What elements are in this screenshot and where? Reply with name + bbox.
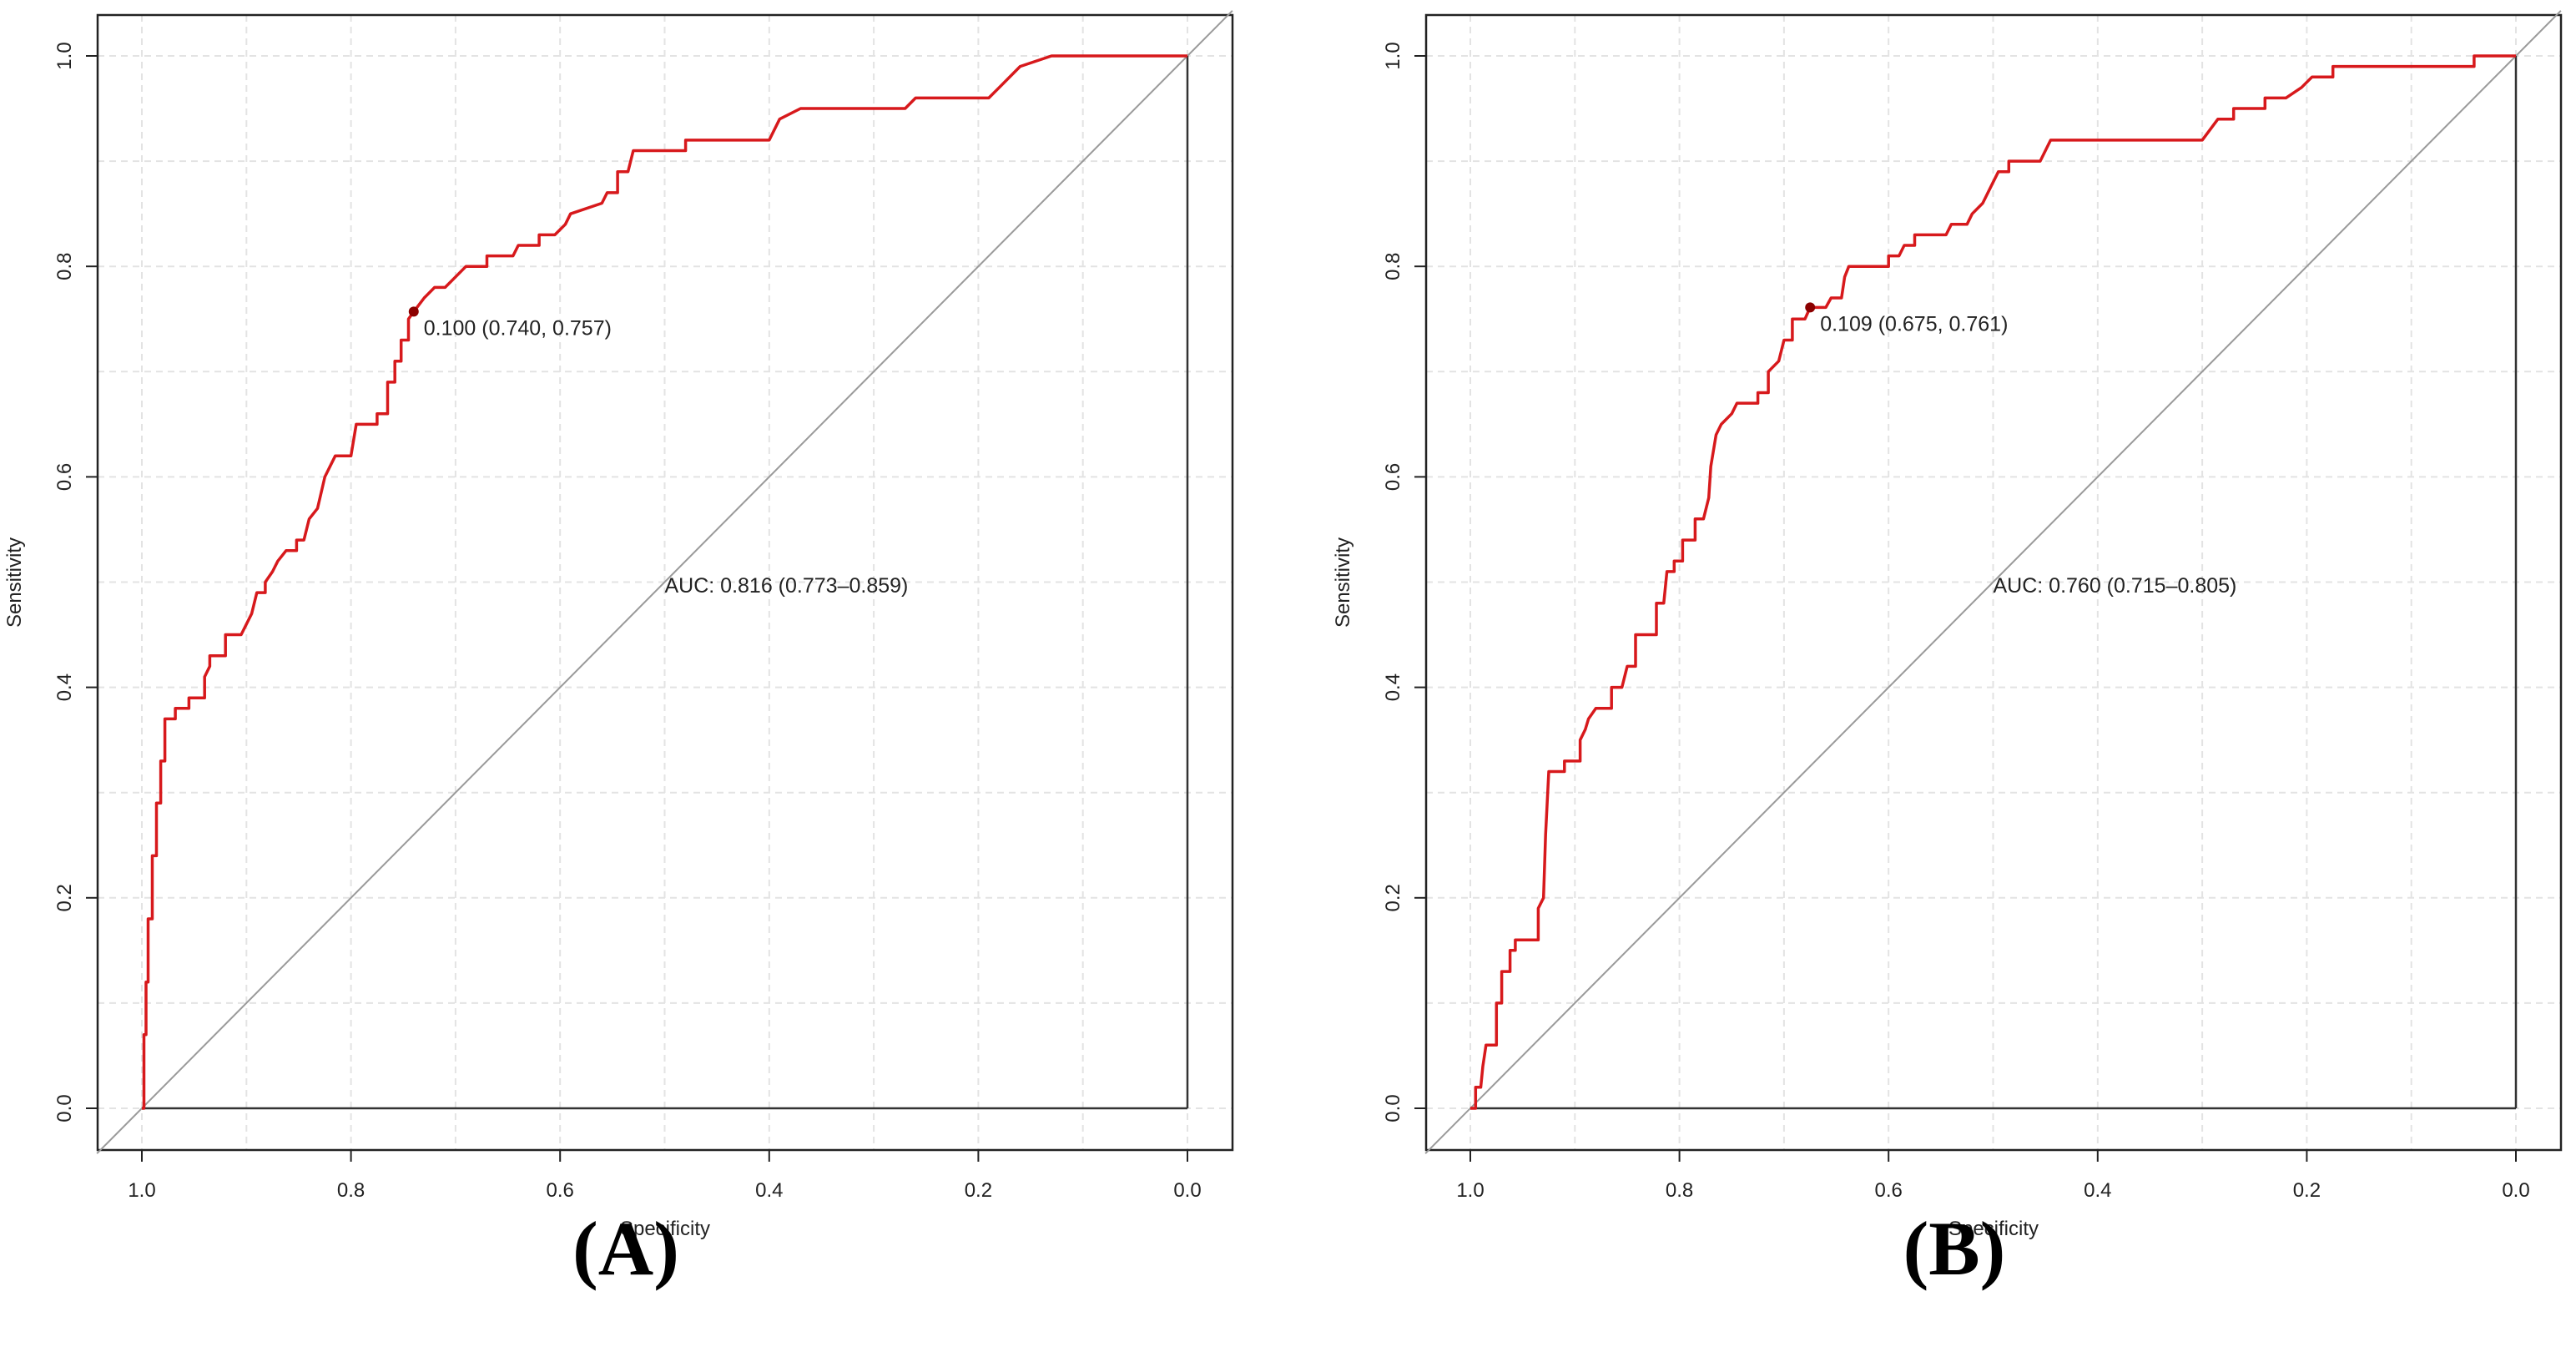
reference-line [1424, 10, 2562, 1154]
x-tick-label: 1.0 [128, 1179, 155, 1202]
roc-panel-a: 1.0 0.8 0.6 0.4 0.2 0.0 0.0 0.2 0.4 0.6 0.8 1.0 Spec… [3, 10, 1234, 1240]
x-tick-label: 0.6 [1875, 1179, 1903, 1202]
y-tick-label: 1.0 [53, 42, 76, 69]
x-axis-title: Specificity [1948, 1218, 2039, 1240]
x-tick-label: 0.8 [1666, 1179, 1693, 1202]
y-tick-label: 0.0 [1382, 1094, 1404, 1122]
y-tick-label: 0.6 [53, 463, 76, 491]
x-tick-label: 0.8 [337, 1179, 365, 1202]
y-tick-label: 0.8 [53, 253, 76, 280]
panel-label-a: (A) [572, 1206, 679, 1291]
x-tick-label: 0.6 [547, 1179, 574, 1202]
threshold-label: 0.109 (0.675, 0.761) [1820, 312, 2008, 335]
y-axis-title: Sensitivity [1332, 537, 1354, 628]
auc-label: AUC: 0.760 (0.715–0.805) [1994, 574, 2237, 598]
x-tick-label: 0.0 [2502, 1179, 2529, 1202]
x-axis-title: Specificity [620, 1218, 710, 1240]
y-tick-label: 1.0 [1382, 42, 1404, 69]
roc-curve [1470, 54, 2516, 1110]
y-tick-label: 0.0 [53, 1094, 76, 1122]
panel-label-b: (B) [1903, 1206, 2006, 1291]
x-tick-label: 1.0 [1456, 1179, 1484, 1202]
x-tick-label: 0.4 [755, 1179, 783, 1202]
reference-line [96, 10, 1233, 1154]
y-tick-label: 0.8 [1382, 253, 1404, 280]
y-axis-title: Sensitivity [3, 537, 26, 628]
x-tick-label: 0.2 [2293, 1179, 2321, 1202]
roc-panel-b: 1.0 0.8 0.6 0.4 0.2 0.0 0.0 0.2 0.4 0.6 0.8 1.0 Spec… [1332, 10, 2563, 1240]
y-tick-label: 0.2 [53, 884, 76, 911]
plot-frame [1424, 13, 2563, 1152]
x-tick-label: 0.4 [2084, 1179, 2111, 1202]
roc-curve [142, 54, 1187, 1110]
y-tick-label: 0.6 [1382, 463, 1404, 491]
plot-frame [96, 13, 1234, 1152]
threshold-point [1805, 302, 1816, 313]
x-tick-label: 0.0 [1173, 1179, 1201, 1202]
x-tick-label: 0.2 [965, 1179, 992, 1202]
y-tick-label: 0.2 [1382, 884, 1404, 911]
auc-label: AUC: 0.816 (0.773–0.859) [665, 574, 909, 598]
threshold-label: 0.100 (0.740, 0.757) [424, 316, 612, 340]
y-tick-label: 0.4 [1382, 673, 1404, 701]
threshold-point [408, 306, 419, 317]
y-tick-label: 0.4 [53, 673, 76, 701]
